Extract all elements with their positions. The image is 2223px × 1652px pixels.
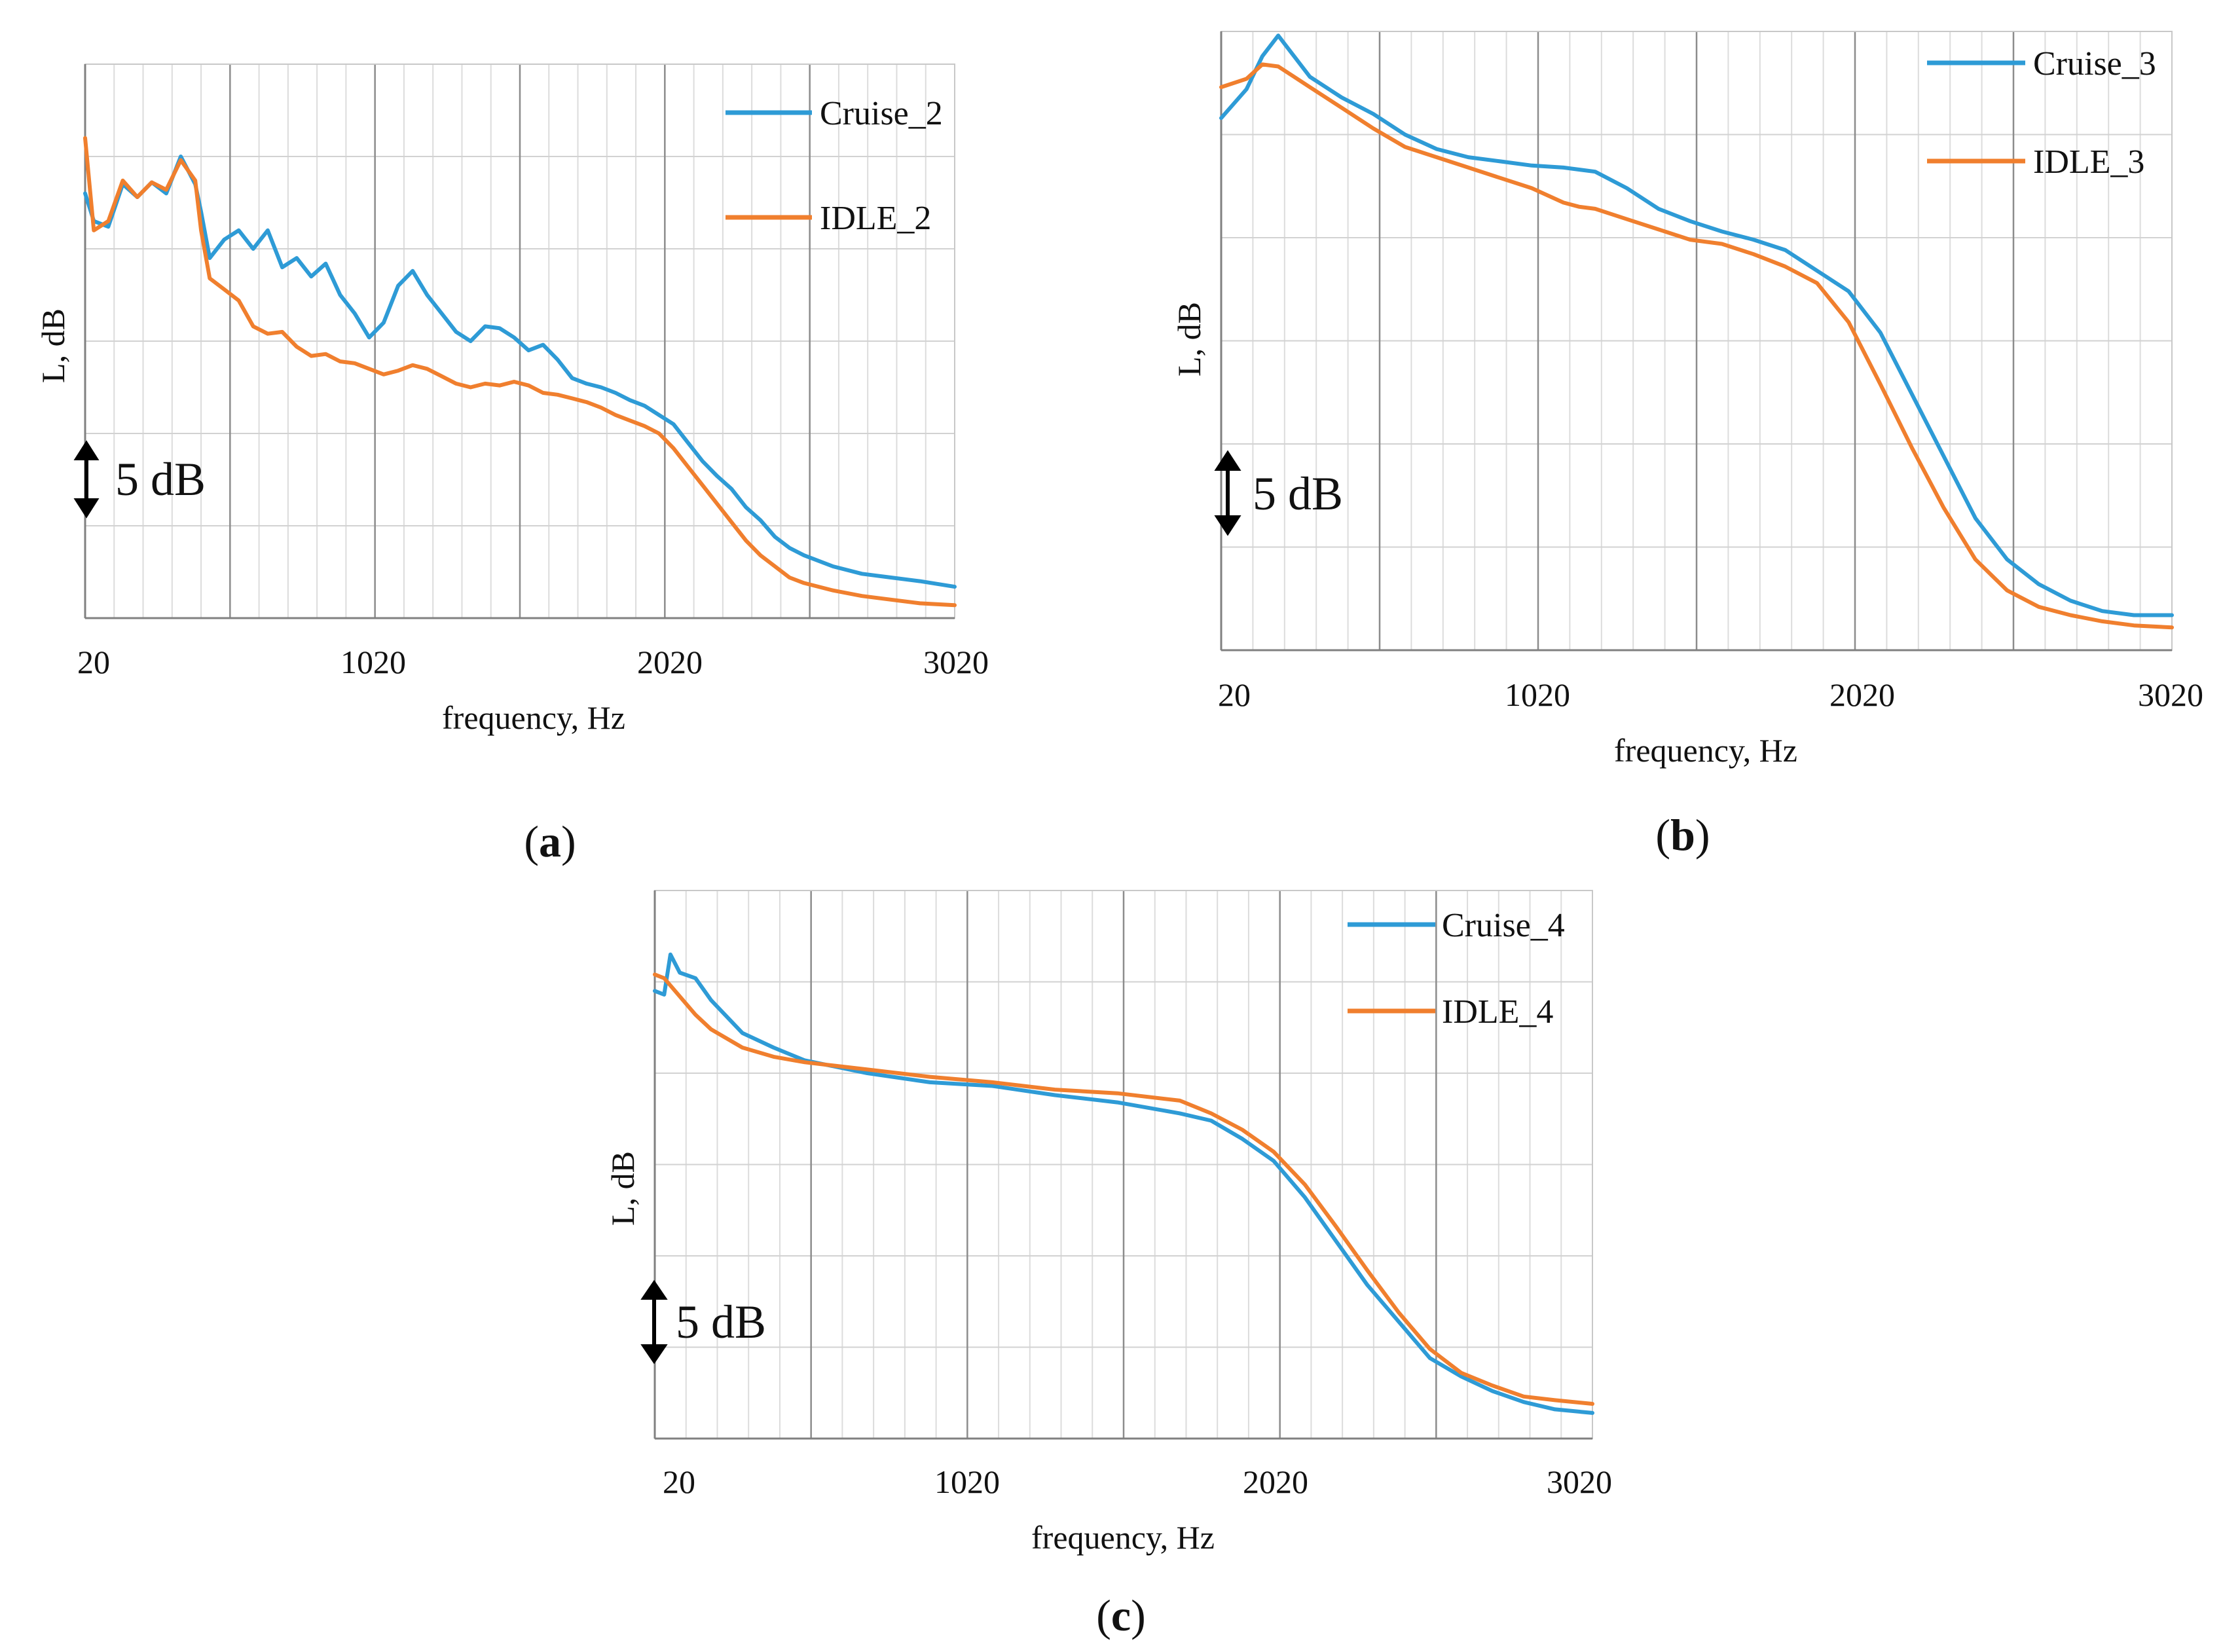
y-scale-indicator-b: 5 dB [1214,450,1343,536]
caption-a: (a) [524,817,576,866]
legend-label-idle-4: IDLE_4 [1442,993,1553,1031]
x-tick-label: 20 [77,644,110,680]
y-scale-arrow-b [1214,450,1241,536]
series-line-idle-4 [653,972,1594,1406]
x-tick-label: 2020 [637,644,703,680]
series-line-cruise-4 [653,952,1594,1415]
plot-grid-a [84,64,955,619]
x-tick-label: 1020 [340,644,406,680]
series-group-c [653,952,1594,1415]
chart-panel-b: 20 1020 2020 3020 5 dB L, dB frequency, Hz … [1171,31,2203,860]
series-line-idle-2 [83,136,957,608]
y-scale-indicator-c: 5 dB [640,1279,766,1365]
y-scale-indicator-a: 5 dB [73,440,206,519]
chart-panel-c: 20 1020 2020 3020 5 dB L, dB frequency, Hz … [604,890,1612,1640]
x-tick-label: 20 [663,1463,695,1500]
caption-b-letter: b [1670,810,1695,860]
series-line-idle-3 [1219,62,2174,630]
caption-b: (b) [1655,810,1710,860]
caption-c-letter: c [1111,1590,1131,1640]
caption-a-letter: a [539,817,561,866]
series-group-a [83,136,957,608]
x-tick-label: 2020 [1243,1463,1308,1500]
legend-label-cruise-3: Cruise_3 [2033,45,2156,83]
plot-grid-c [653,890,1593,1440]
y-scale-label-b: 5 dB [1253,468,1343,520]
caption-c: (c) [1096,1590,1146,1640]
y-scale-arrow-c [640,1279,668,1365]
series-line-cruise-3 [1219,33,2174,617]
x-tick-label: 3020 [2138,676,2203,713]
legend-label-cruise-4: Cruise_4 [1442,907,1565,944]
x-tick-label: 3020 [923,644,989,680]
legend-label-cruise-2: Cruise_2 [820,95,943,132]
x-axis-label-b: frequency, Hz [1614,732,1797,769]
x-tick-labels-b: 20 1020 2020 3020 [1218,676,2203,713]
y-axis-label-b: L, dB [1171,302,1207,376]
x-tick-label: 3020 [1547,1463,1612,1500]
y-scale-label-c: 5 dB [676,1296,766,1348]
y-axis-label-c: L, dB [604,1151,641,1226]
legend-label-idle-2: IDLE_2 [820,200,931,237]
chart-panel-a: 20 1020 2020 3020 5 dB L, dB frequency, Hz … [35,64,989,866]
series-group-b [1219,33,2174,630]
legend-c: Cruise_4 IDLE_4 [1348,907,1565,1031]
plot-grid-b [1220,31,2173,652]
x-tick-labels-a: 20 1020 2020 3020 [77,644,989,680]
x-tick-label: 20 [1218,676,1251,713]
x-tick-labels-c: 20 1020 2020 3020 [663,1463,1612,1500]
y-scale-arrow-a [73,440,100,519]
legend-a: Cruise_2 IDLE_2 [726,95,943,237]
y-scale-label-a: 5 dB [115,453,206,505]
legend-label-idle-3: IDLE_3 [2033,143,2144,181]
x-axis-label-a: frequency, Hz [442,699,625,736]
series-line-cruise-2 [83,155,957,589]
y-axis-label-a: L, dB [35,308,71,383]
x-tick-label: 1020 [934,1463,1000,1500]
x-tick-label: 2020 [1829,676,1895,713]
x-axis-label-c: frequency, Hz [1031,1519,1215,1556]
x-tick-label: 1020 [1505,676,1570,713]
legend-b: Cruise_3 IDLE_3 [1927,45,2156,181]
